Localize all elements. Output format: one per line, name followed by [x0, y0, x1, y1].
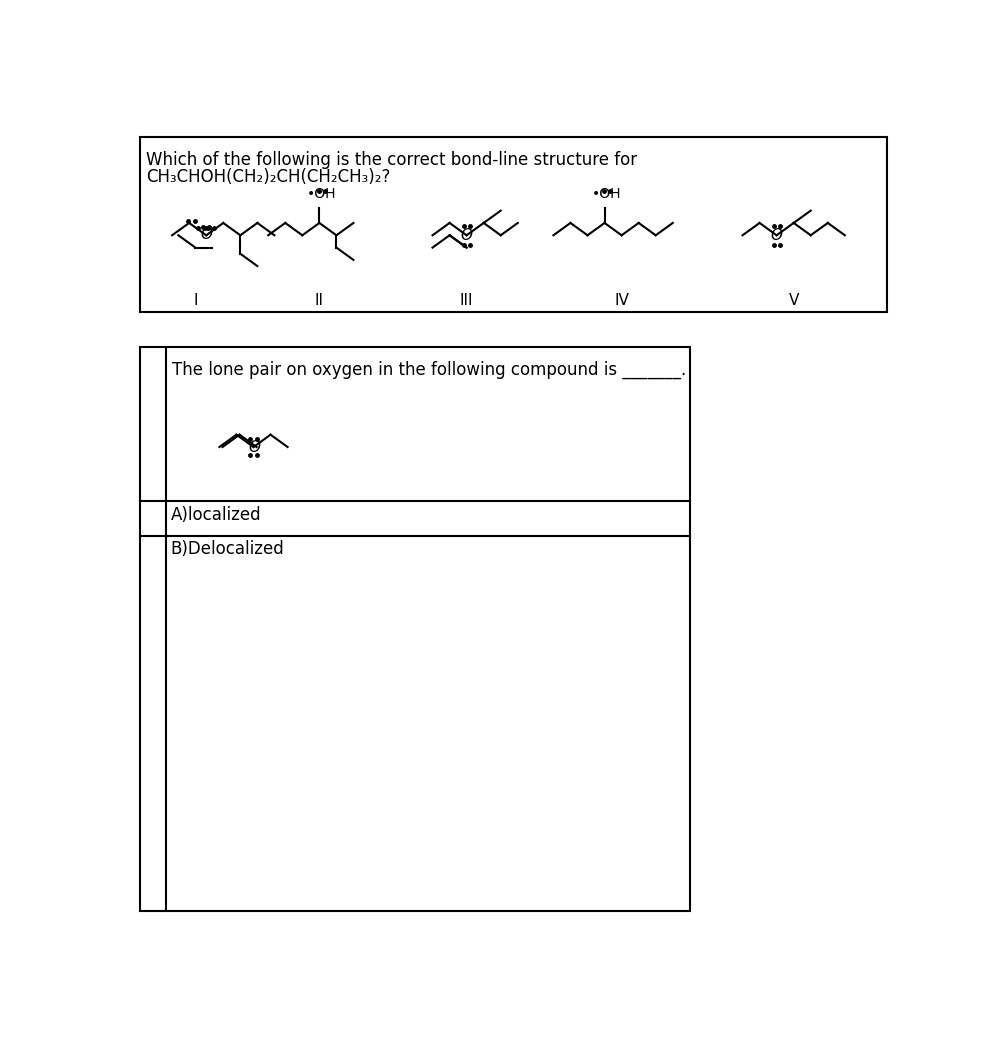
- Text: O: O: [248, 439, 260, 455]
- Text: A)localized: A)localized: [171, 506, 261, 524]
- Text: V: V: [789, 293, 799, 309]
- Text: O: O: [771, 227, 783, 243]
- Text: •OH: •OH: [307, 188, 337, 201]
- Text: B)Delocalized: B)Delocalized: [171, 540, 284, 558]
- Text: Which of the following is the correct bond-line structure for: Which of the following is the correct bo…: [146, 150, 637, 169]
- Text: I: I: [193, 293, 198, 309]
- Text: The lone pair on oxygen in the following compound is _______.: The lone pair on oxygen in the following…: [172, 361, 686, 379]
- Bar: [140, 137, 886, 312]
- Text: III: III: [460, 293, 473, 309]
- Text: II: II: [315, 293, 324, 309]
- Text: O: O: [460, 227, 472, 243]
- Text: O: O: [200, 227, 212, 242]
- Bar: [140, 347, 689, 912]
- Text: •OH: •OH: [592, 188, 622, 201]
- Text: IV: IV: [614, 293, 629, 309]
- Text: CH₃CHOH(CH₂)₂CH(CH₂CH₃)₂?: CH₃CHOH(CH₂)₂CH(CH₂CH₃)₂?: [146, 168, 390, 186]
